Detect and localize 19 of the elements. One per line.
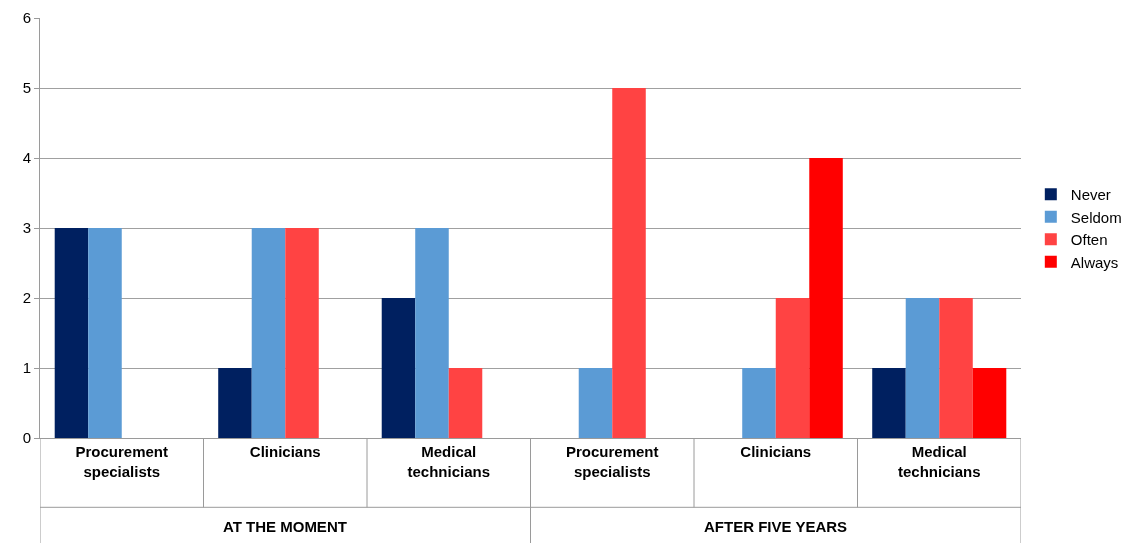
x-tick-label: Procurement specialists: [565, 443, 659, 480]
y-tick-label: 1: [22, 359, 31, 377]
x-tick-label: Medical technicians: [407, 443, 491, 480]
y-tick-label: 2: [22, 289, 31, 307]
text: AFTER FIVE YEARS: [704, 518, 848, 535]
y-tick-label: 0: [22, 429, 31, 447]
x-tick-label: Medical technicians: [897, 443, 981, 480]
y-tick-label: 4: [22, 149, 31, 167]
legend-label: Often: [1070, 231, 1108, 249]
y-tick-label: 5: [22, 79, 31, 97]
legend-label: Always: [1070, 253, 1119, 271]
y-tick-label: 3: [22, 219, 31, 237]
x-tick-label: Procurement specialists: [75, 443, 169, 480]
y-tick-label: 6: [22, 9, 31, 27]
x-tick-label: Clinicians: [249, 443, 321, 460]
legend-label: Never: [1070, 186, 1111, 204]
legend-label: Seldom: [1070, 208, 1122, 226]
text: AT THE MOMENT: [223, 518, 347, 535]
x-tick-label: Clinicians: [740, 443, 812, 460]
